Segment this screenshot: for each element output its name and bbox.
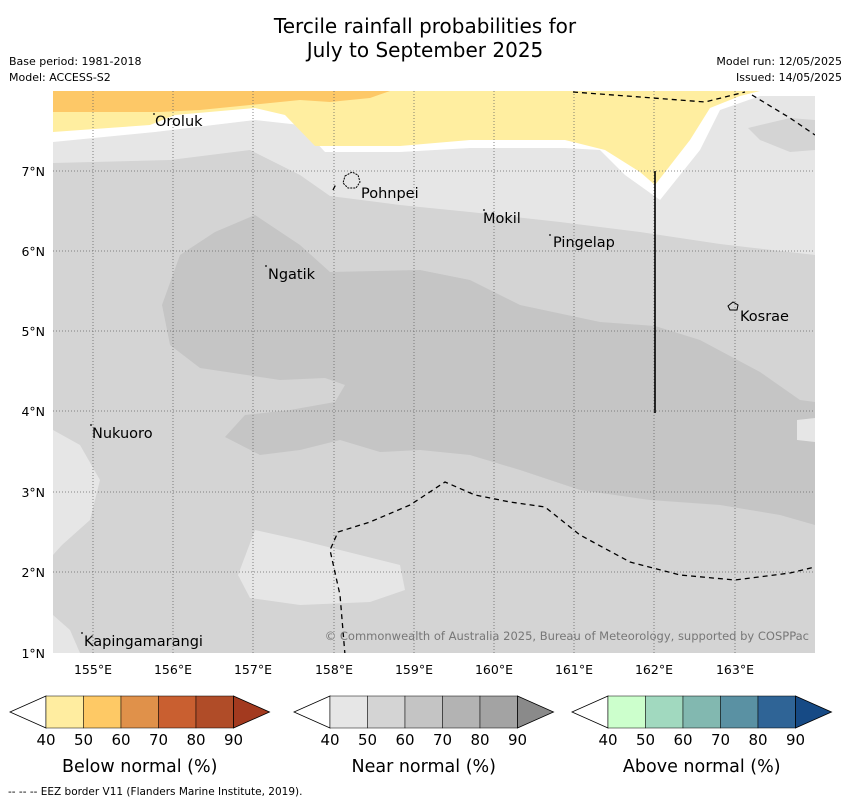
below-normal-50-region <box>53 91 390 112</box>
above-normal-tick-label: 70 <box>711 731 730 749</box>
below-normal-legend-title: Below normal (%) <box>62 757 217 777</box>
above-normal-colorbar: 40 50 60 70 80 90 Above normal (%) <box>571 695 833 777</box>
below-normal-under-triangle <box>9 695 47 729</box>
below-normal-tick-label: 40 <box>36 731 55 749</box>
run-info: Model run: 12/05/2025 Issued: 14/05/2025 <box>716 54 842 86</box>
below-normal-segment <box>120 695 159 729</box>
above-normal-segment <box>682 695 721 729</box>
below-normal-tick-label: 50 <box>74 731 93 749</box>
below-normal-tick-label: 70 <box>149 731 168 749</box>
lon-label: 161°E <box>555 662 593 677</box>
below-normal-tick-label: 80 <box>186 731 205 749</box>
below-normal-segment <box>45 695 84 729</box>
below-normal-segment <box>195 695 234 729</box>
near-normal-colorbar: 40 50 60 70 80 90 Near normal (%) <box>293 695 555 777</box>
place-label-oroluk: Oroluk <box>155 114 203 130</box>
near-normal-tick-label: 50 <box>358 731 377 749</box>
model-info: Base period: 1981-2018 Model: ACCESS-S2 <box>9 54 141 86</box>
above-normal-over-triangle <box>795 695 833 729</box>
lon-label: 157°E <box>234 662 272 677</box>
near-normal-segment <box>329 695 368 729</box>
above-normal-segment <box>720 695 759 729</box>
near-normal-legend-title: Near normal (%) <box>351 757 496 777</box>
near-normal-segment <box>367 695 406 729</box>
lon-label: 159°E <box>395 662 433 677</box>
below-normal-tick-label: 60 <box>111 731 130 749</box>
above-normal-tick-label: 80 <box>748 731 767 749</box>
above-normal-tick-label: 50 <box>636 731 655 749</box>
above-normal-segment <box>607 695 646 729</box>
near-normal-segment <box>404 695 443 729</box>
place-label-ngatik: Ngatik <box>268 267 316 283</box>
place-label-nukuoro: Nukuoro <box>92 426 153 442</box>
eez-footnote: -- -- -- EEZ border V11 (Flanders Marine… <box>8 786 303 798</box>
lat-label: 4°N <box>21 404 45 419</box>
model-text: Model: ACCESS-S2 <box>9 71 111 84</box>
near-normal-60-region <box>162 215 815 525</box>
place-label-kapingamarangi: Kapingamarangi <box>84 634 203 650</box>
lat-label: 7°N <box>21 164 45 179</box>
near-normal-tick-label: 60 <box>395 731 414 749</box>
lon-label: 160°E <box>475 662 513 677</box>
eez-borders <box>329 91 815 653</box>
near-normal-tick-label: 70 <box>433 731 452 749</box>
near-normal-over-triangle <box>517 695 555 729</box>
lat-label: 3°N <box>21 485 45 500</box>
colorbar-legends: 40 50 60 70 80 90 Below normal (%) 40 50 60 70 80 90… <box>9 695 833 777</box>
issued-text: Issued: 14/05/2025 <box>735 71 842 84</box>
near-normal-tick-label: 40 <box>320 731 339 749</box>
above-normal-tick-label: 60 <box>673 731 692 749</box>
lat-label: 6°N <box>21 244 45 259</box>
map-area: Oroluk Pohnpei Mokil Pingelap Ngatik Kos… <box>53 91 815 653</box>
copyright-text: © Commonwealth of Australia 2025, Bureau… <box>325 629 809 643</box>
above-normal-segment <box>645 695 684 729</box>
place-label-pingelap: Pingelap <box>553 235 615 251</box>
below-normal-segment <box>158 695 197 729</box>
above-normal-segment <box>757 695 796 729</box>
below-normal-over-triangle <box>233 695 271 729</box>
base-period-text: Base period: 1981-2018 <box>9 55 142 68</box>
below-normal-segment <box>83 695 122 729</box>
lon-label: 156°E <box>154 662 192 677</box>
model-run-text: Model run: 12/05/2025 <box>716 55 842 68</box>
lat-label: 2°N <box>21 565 45 580</box>
map-title: Tercile rainfall probabilities for July … <box>0 14 850 62</box>
lon-label: 155°E <box>74 662 112 677</box>
title-line-1: Tercile rainfall probabilities for <box>273 14 577 38</box>
place-label-mokil: Mokil <box>483 211 521 227</box>
lon-label: 163°E <box>716 662 754 677</box>
graticule <box>53 91 815 653</box>
near-normal-segment <box>442 695 481 729</box>
above-normal-tick-label: 40 <box>598 731 617 749</box>
near-normal-under-triangle <box>293 695 331 729</box>
lat-label: 1°N <box>21 646 45 661</box>
above-normal-under-triangle <box>571 695 609 729</box>
near-normal-40-south <box>238 530 405 605</box>
below-normal-colorbar: 40 50 60 70 80 90 Below normal (%) <box>9 695 271 777</box>
lon-label: 162°E <box>635 662 673 677</box>
longitude-labels: 155°E 156°E 157°E 158°E 159°E 160°E 161°… <box>74 662 754 677</box>
kosrae-island <box>727 301 739 311</box>
above-normal-legend-title: Above normal (%) <box>623 757 781 777</box>
near-normal-segment <box>479 695 518 729</box>
below-normal-40-region <box>53 91 760 185</box>
lon-label: 158°E <box>315 662 353 677</box>
latitude-labels: 7°N 6°N 5°N 4°N 3°N 2°N 1°N <box>21 164 45 661</box>
place-label-kosrae: Kosrae <box>740 309 789 325</box>
pohnpei-island <box>342 171 361 189</box>
lat-label: 5°N <box>21 324 45 339</box>
near-normal-tick-label: 90 <box>508 731 527 749</box>
near-normal-tick-label: 80 <box>470 731 489 749</box>
below-normal-tick-label: 90 <box>224 731 243 749</box>
above-normal-tick-label: 90 <box>786 731 805 749</box>
place-label-pohnpei: Pohnpei <box>361 186 419 202</box>
near-normal-40-southwest <box>53 430 100 555</box>
title-line-2: July to September 2025 <box>306 38 544 62</box>
